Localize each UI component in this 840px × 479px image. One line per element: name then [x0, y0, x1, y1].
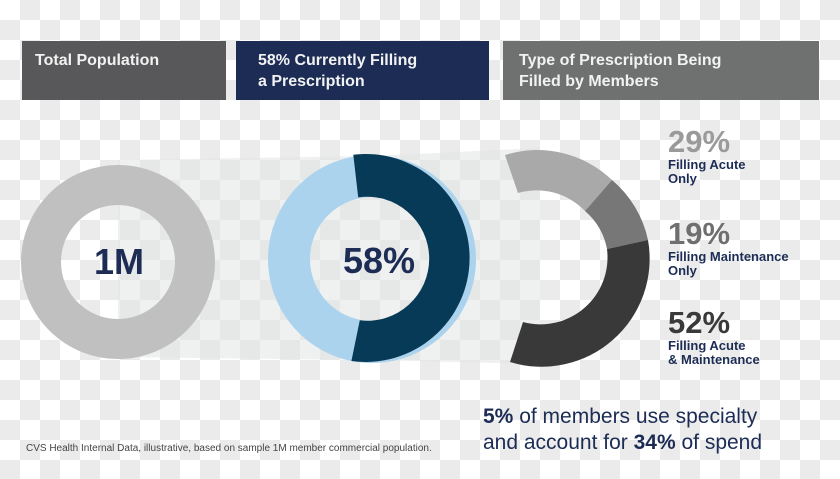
- header-currently-filling: 58% Currently Filling a Prescription: [236, 41, 489, 100]
- stat-label-line-2: & Maintenance: [668, 352, 760, 367]
- total-population-label: 1M: [93, 241, 145, 282]
- header-prescription-type: Type of Prescription Being Filled by Mem…: [503, 41, 819, 100]
- total-population-ring: [21, 165, 215, 359]
- callout-bold-1: 5%: [483, 405, 514, 428]
- header-line-1: 58% Currently Filling: [258, 52, 418, 69]
- header-line-2: Filled by Members: [519, 73, 659, 90]
- stat-label-line-2: Only: [668, 171, 697, 186]
- header-line-1: Type of Prescription Being: [519, 52, 722, 69]
- callout-text-2: and account for: [483, 431, 634, 454]
- stat-percent: 19%: [668, 216, 731, 251]
- stat-acute-only: 29% Filling Acute Only: [668, 126, 828, 186]
- stat-percent: 52%: [668, 305, 731, 340]
- callout-text-3: of spend: [675, 431, 763, 454]
- filling-percent-label: 58%: [342, 240, 416, 281]
- callout-text-1: of members use specialty: [513, 405, 758, 428]
- source-footnote: CVS Health Internal Data, illustrative, …: [26, 443, 432, 454]
- acute-only-segment: [505, 150, 612, 211]
- stat-label-line-1: Filling Acute: [668, 157, 746, 172]
- stat-percent: 29%: [668, 124, 731, 159]
- stat-label-line-1: Filling Maintenance: [668, 249, 789, 264]
- header-line-1: Total Population: [35, 52, 160, 69]
- callout-bold-2: 34%: [633, 431, 676, 454]
- currently-filling-segment: [351, 153, 470, 362]
- specialty-callout: 5% of members use specialty and account …: [483, 404, 762, 456]
- stat-label-line-2: Only: [668, 263, 697, 278]
- stat-acute-and-maintenance: 52% Filling Acute & Maintenance: [668, 307, 828, 367]
- stat-label-line-1: Filling Acute: [668, 338, 746, 353]
- header-line-2: a Prescription: [258, 73, 365, 90]
- stat-maintenance-only: 19% Filling Maintenance Only: [668, 218, 828, 278]
- header-total-population: Total Population: [22, 41, 226, 100]
- acute-and-maintenance-segment: [510, 240, 650, 367]
- maintenance-only-segment: [585, 180, 648, 249]
